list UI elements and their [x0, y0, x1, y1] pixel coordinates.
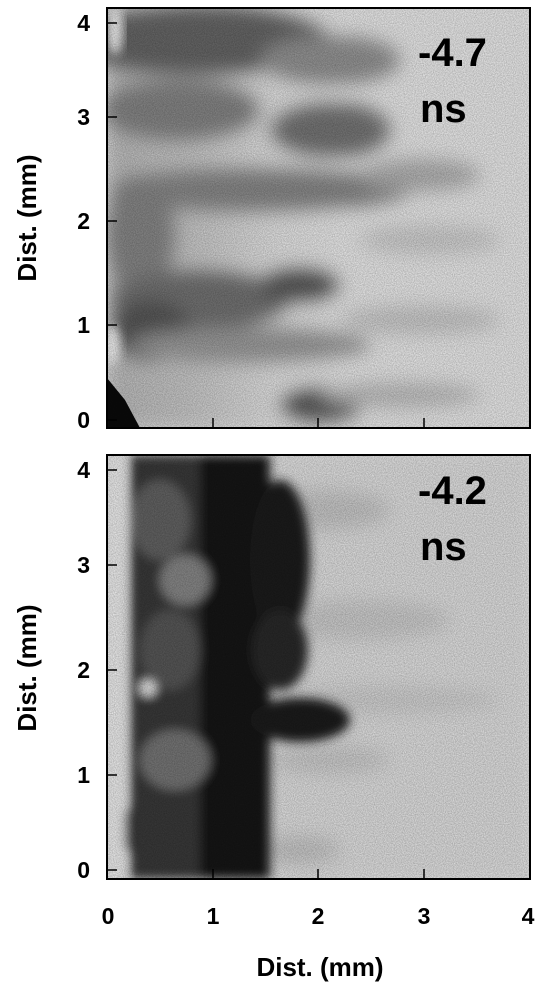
- top-ytick-3: 3: [77, 104, 90, 130]
- top-panel-time-unit: ns: [420, 87, 467, 131]
- bottom-panel-time-unit: ns: [420, 525, 467, 569]
- xtick-1: 1: [207, 903, 220, 929]
- xtick-4: 4: [522, 903, 535, 929]
- bottom-ytick-2: 2: [77, 657, 90, 683]
- bottom-ytick-3: 3: [77, 552, 90, 578]
- bottom-ytick-0: 0: [77, 857, 90, 883]
- bottom-ytick-1: 1: [77, 762, 90, 788]
- bottom-panel-image: [107, 455, 530, 879]
- bottom-ytick-4: 4: [77, 457, 90, 483]
- bottom-y-axis-title: Dist. (mm): [12, 604, 42, 731]
- top-ytick-4: 4: [77, 10, 90, 36]
- xtick-2: 2: [312, 903, 325, 929]
- xtick-3: 3: [418, 903, 431, 929]
- top-panel-image: [107, 8, 530, 428]
- top-panel-ticks: [107, 22, 425, 428]
- bottom-panel-ticks: [107, 469, 425, 879]
- x-axis-title: Dist. (mm): [256, 952, 383, 982]
- top-ytick-1: 1: [77, 312, 90, 338]
- bottom-panel-time-value: -4.2: [418, 469, 487, 513]
- xtick-0: 0: [102, 903, 115, 929]
- top-y-axis-title: Dist. (mm): [12, 154, 42, 281]
- top-ytick-0: 0: [77, 407, 90, 433]
- top-ytick-2: 2: [77, 208, 90, 234]
- top-panel-time-value: -4.7: [418, 31, 487, 75]
